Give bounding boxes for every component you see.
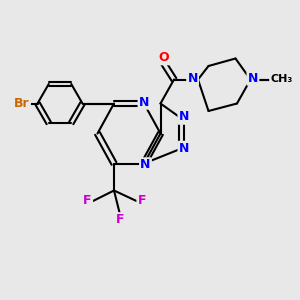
Text: N: N	[248, 71, 258, 85]
Text: N: N	[139, 95, 149, 109]
Text: CH₃: CH₃	[270, 74, 292, 85]
Text: F: F	[83, 194, 92, 208]
Text: N: N	[179, 142, 189, 155]
Text: F: F	[138, 194, 146, 208]
Text: N: N	[188, 71, 198, 85]
Text: N: N	[179, 110, 189, 124]
Text: N: N	[272, 73, 282, 86]
Text: Br: Br	[14, 97, 30, 110]
Text: O: O	[158, 51, 169, 64]
Text: F: F	[116, 213, 124, 226]
Text: N: N	[140, 158, 151, 172]
